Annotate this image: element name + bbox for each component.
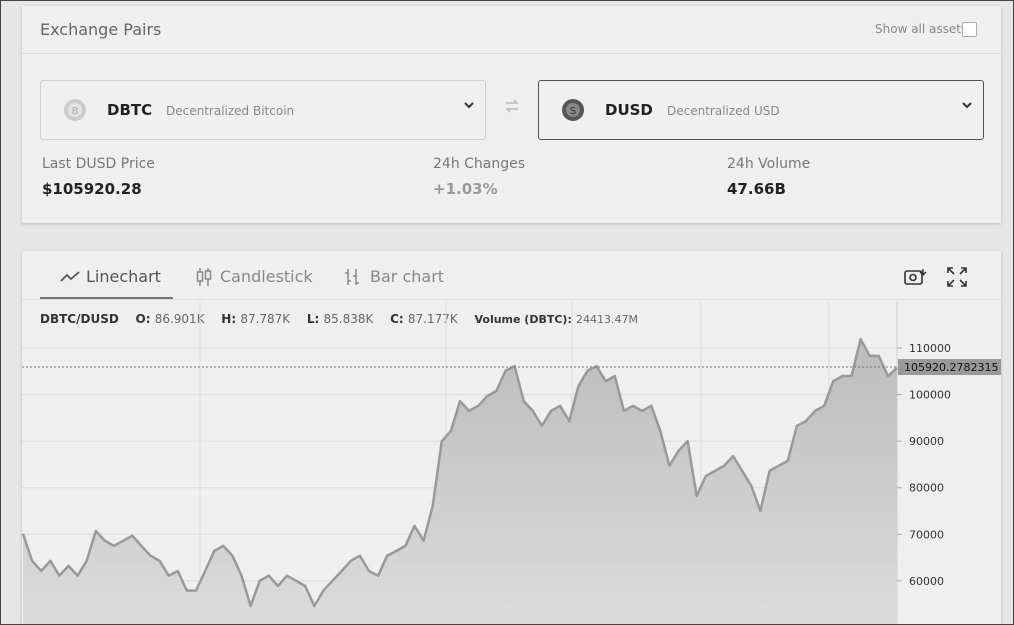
swap-icon[interactable] (504, 98, 520, 114)
tab[interactable]: Bar chart (370, 267, 445, 286)
y-tick-label: 60000 (909, 575, 944, 588)
tab-icon (345, 269, 359, 285)
svg-text:B: B (72, 106, 79, 117)
y-tick-label: 80000 (909, 482, 944, 495)
y-tick-label: 100000 (909, 389, 951, 402)
ohlc-legend: DBTC/DUSD O: 86.901K H: 87.787K L: 85.83… (40, 312, 638, 326)
legend-label: L: (306, 312, 320, 326)
legend-value: 86.901K (154, 312, 205, 326)
coin-icon: B (64, 99, 86, 121)
stat-label: 24h Volume (727, 156, 811, 172)
quote-select[interactable]: S DUSD Decentralized USD (538, 80, 984, 140)
legend-pair: DBTC/DUSD (40, 312, 119, 326)
snapshot-button[interactable] (903, 267, 927, 287)
quote-name: Decentralized USD (667, 104, 780, 118)
legend-label: Volume (DBTC): (474, 313, 572, 326)
legend-value: 24413.47M (576, 313, 639, 326)
tab-icon (196, 268, 212, 286)
quote-symbol: DUSD (605, 101, 653, 119)
price-line (22, 337, 898, 608)
base-select[interactable]: B DBTC Decentralized Bitcoin (40, 80, 486, 140)
price-chart: 60000 70000 80000 90000 100000 110000 105920.2… (22, 301, 1001, 624)
toggle-label[interactable]: Show all assets (875, 22, 968, 36)
legend-value: 85.838K (323, 312, 374, 326)
y-tick-label: 70000 (909, 528, 944, 541)
stat-label: Last DUSD Price (42, 156, 155, 172)
y-tick-label: 110000 (909, 342, 951, 355)
chevron (464, 102, 474, 109)
stat-value: 47.66B (727, 180, 786, 198)
tab[interactable]: Candlestick (220, 267, 313, 286)
legend-label: H: (221, 312, 237, 326)
card-title: Exchange Pairs (40, 20, 162, 39)
legend-label: C: (390, 312, 404, 326)
legend-value: 87.177K (407, 312, 458, 326)
divider (22, 53, 1001, 54)
legend-value: 87.787K (240, 312, 291, 326)
legend-label: O: (135, 312, 151, 326)
last-price-label: 105920.2782315 (904, 361, 998, 374)
tab-icon (60, 271, 80, 282)
y-tick-label: 90000 (909, 435, 944, 448)
checkbox[interactable] (962, 22, 977, 37)
area (23, 339, 897, 624)
chevron (962, 102, 972, 109)
stat-value: $105920.28 (42, 180, 142, 198)
stat-label: 24h Changes (433, 156, 526, 172)
tab-underline (40, 297, 173, 299)
divider (22, 299, 1001, 300)
last-price-tag (898, 359, 1001, 376)
base-name: Decentralized Bitcoin (166, 104, 295, 118)
pair-card: Exchange Pairs Show all assets B DBTC De… (22, 6, 1001, 223)
base-symbol: DBTC (107, 101, 153, 119)
svg-text:S: S (570, 106, 576, 117)
tab[interactable]: Linechart (86, 267, 161, 286)
fullscreen-button[interactable] (946, 266, 968, 288)
coin-icon: S (562, 99, 584, 121)
stat-value: +1.03% (433, 180, 498, 198)
